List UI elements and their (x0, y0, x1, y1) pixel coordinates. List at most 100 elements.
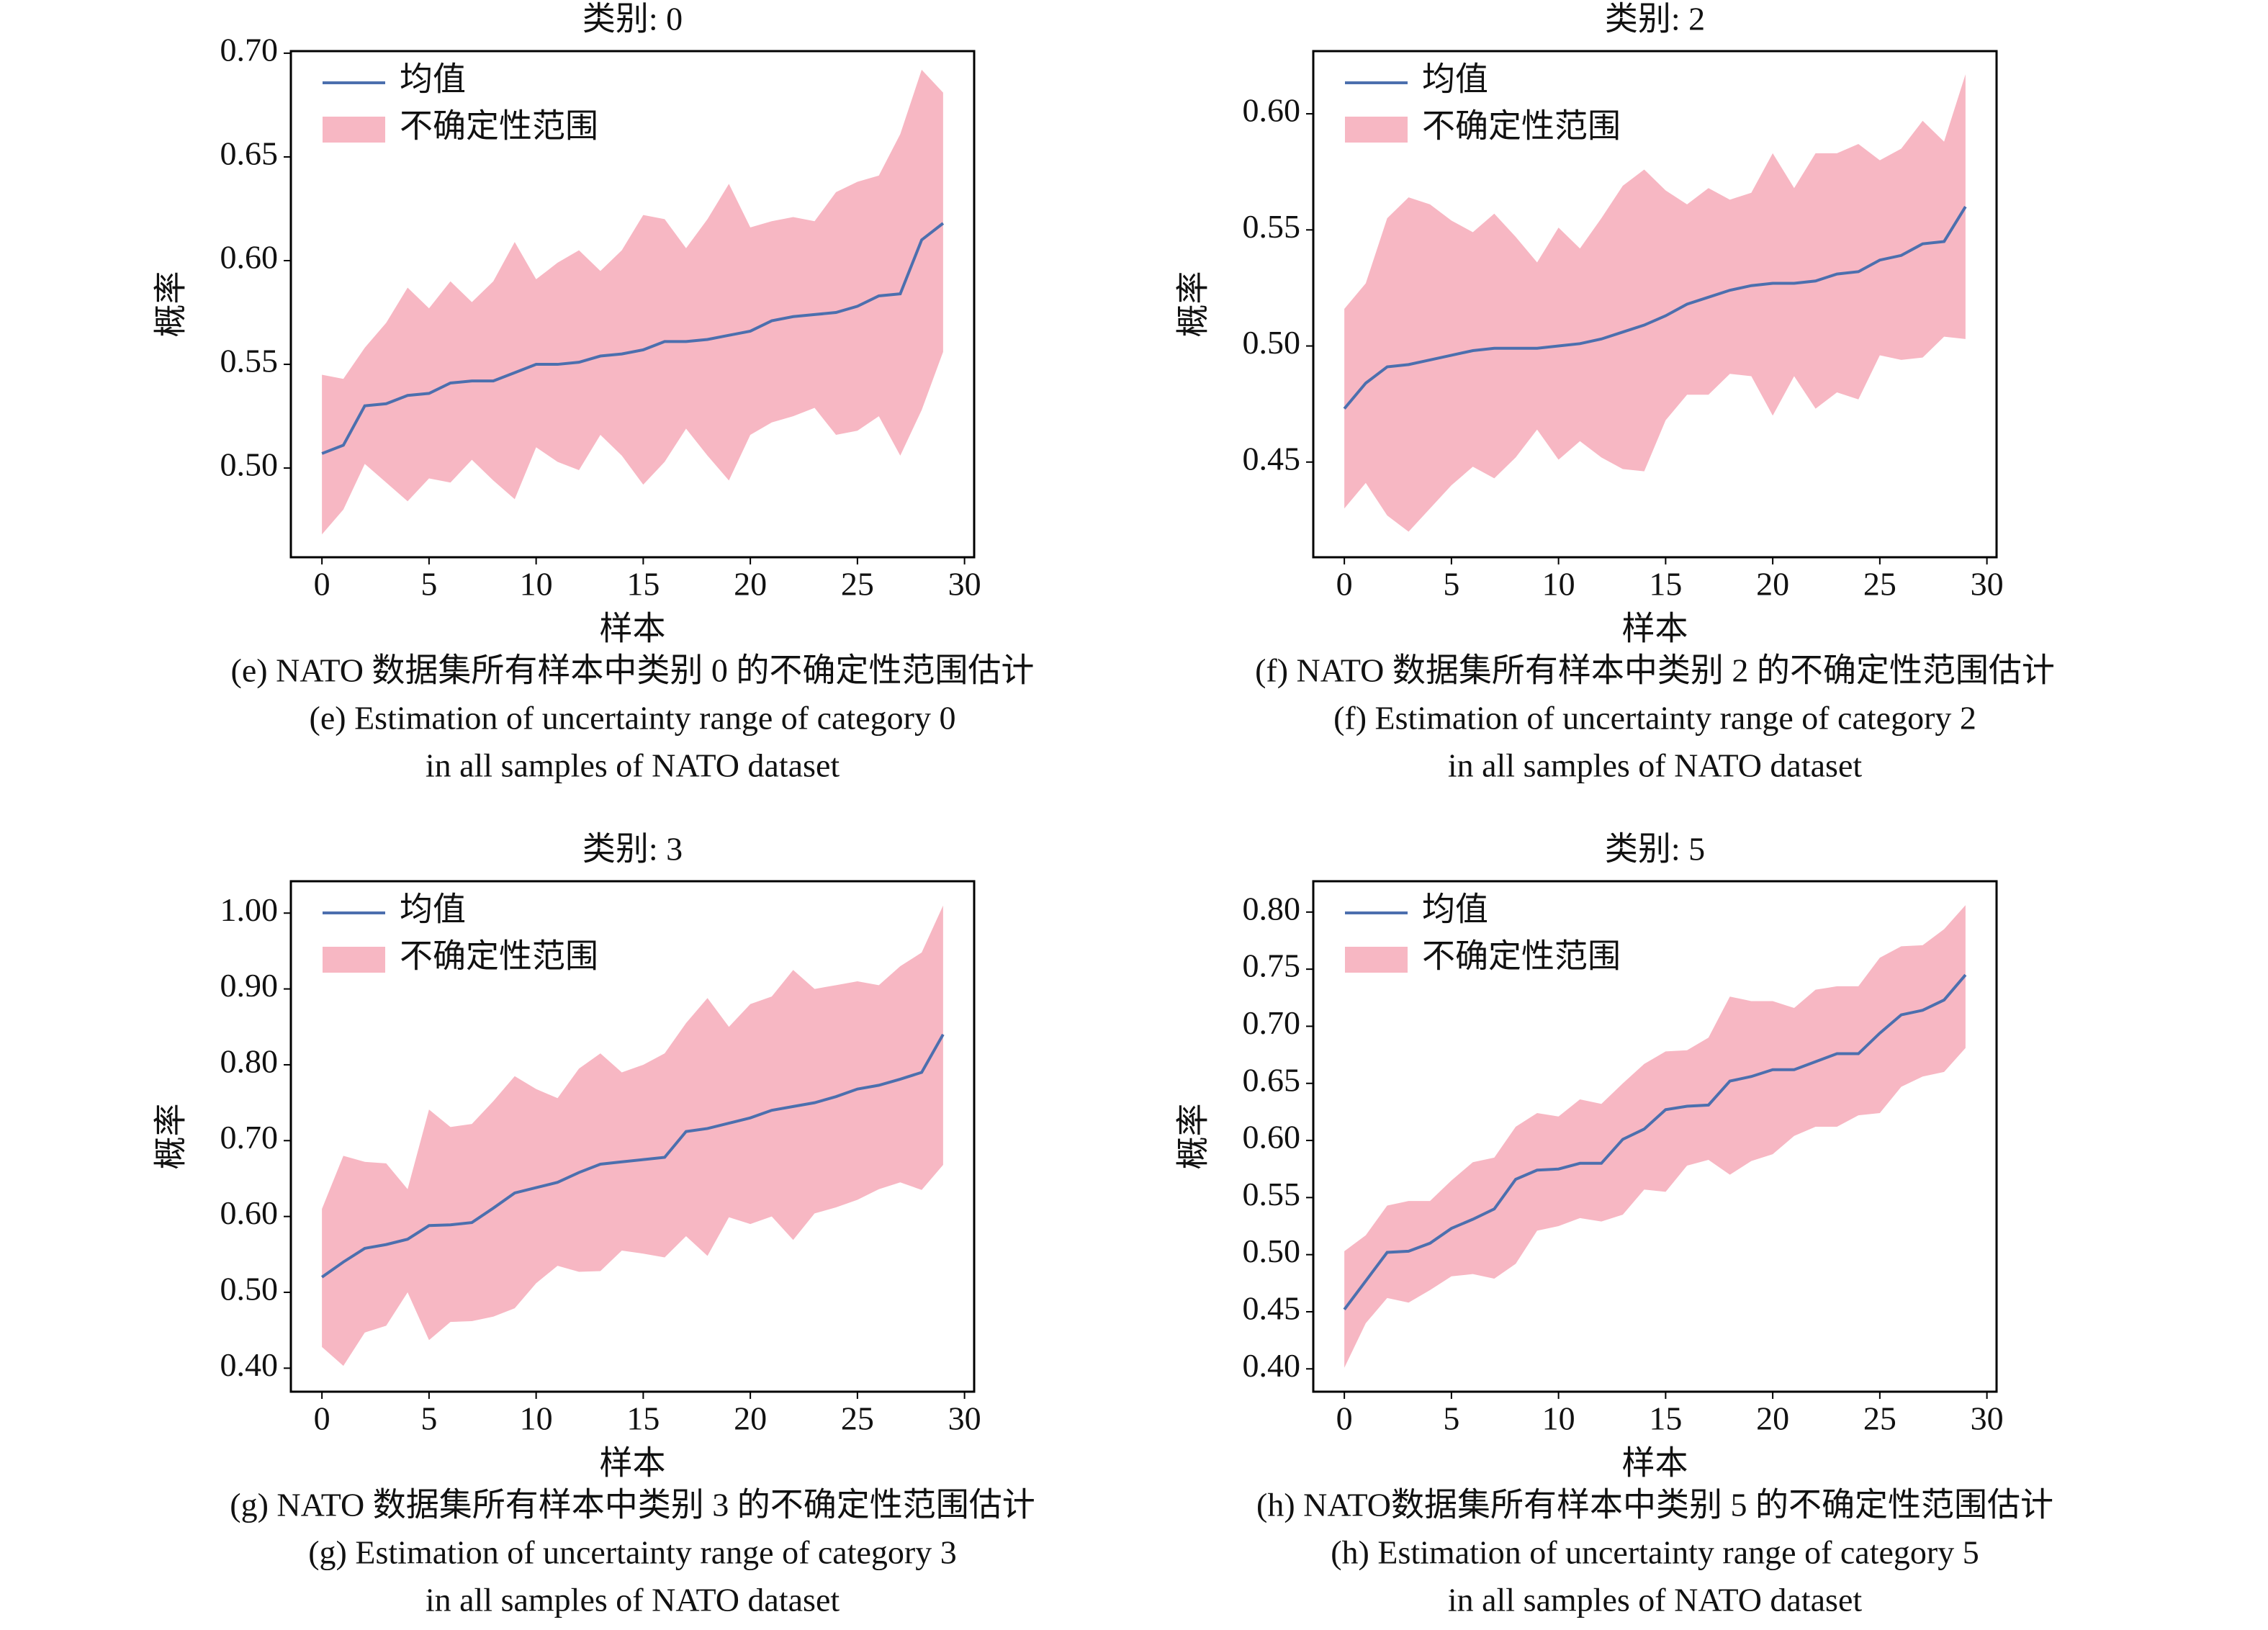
legend-label: 均值 (400, 61, 466, 98)
caption: (g) Estimation of uncertainty range of c… (308, 1534, 957, 1571)
x-tick-label: 30 (948, 1400, 981, 1437)
legend-patch (1345, 947, 1408, 973)
caption: in all samples of NATO dataset (1448, 1582, 1863, 1618)
legend-label: 均值 (1422, 891, 1488, 928)
legend-label: 不确定性范围 (400, 108, 598, 145)
x-tick-label: 0 (1336, 1400, 1353, 1437)
y-tick-label: 0.70 (220, 31, 279, 68)
legend-label: 均值 (400, 891, 466, 928)
x-tick-label: 15 (626, 566, 660, 603)
caption: (h) NATO数据集所有样本中类别 5 的不确定性范围估计 (1256, 1487, 2053, 1523)
x-tick-label: 5 (1443, 1400, 1459, 1437)
x-axis-label: 样本 (1622, 1445, 1688, 1482)
x-tick-label: 30 (948, 566, 981, 603)
y-axis-label: 概率 (1175, 271, 1212, 338)
y-tick-label: 0.50 (220, 1271, 279, 1307)
x-tick-label: 20 (734, 1400, 767, 1437)
mean-line (1343, 973, 1967, 1311)
y-tick-label: 0.40 (220, 1346, 279, 1383)
x-tick-label: 10 (520, 566, 553, 603)
caption: in all samples of NATO dataset (426, 747, 840, 784)
x-tick-label: 0 (1336, 566, 1353, 603)
axes-frame (1312, 880, 1998, 1393)
chart-title: 类别: 5 (1605, 831, 1705, 868)
x-tick-label: 30 (1971, 1400, 2004, 1437)
legend-patch (323, 947, 385, 973)
x-tick-label: 10 (520, 1400, 553, 1437)
x-tick-label: 15 (626, 1400, 660, 1437)
y-tick-label: 0.50 (220, 446, 279, 483)
y-tick-label: 0.80 (220, 1043, 279, 1080)
caption: (e) Estimation of uncertainty range of c… (310, 700, 956, 737)
x-tick-label: 30 (1971, 566, 2004, 603)
uncertainty-band (322, 69, 943, 535)
y-tick-label: 0.45 (1243, 440, 1301, 477)
mean-line (1343, 206, 1967, 410)
y-tick-label: 0.50 (1243, 1233, 1301, 1269)
x-axis-label: 样本 (1622, 611, 1688, 647)
x-tick-label: 0 (314, 566, 330, 603)
y-tick-label: 0.75 (1243, 947, 1301, 984)
axes-frame (1312, 50, 1998, 559)
caption: (e) NATO 数据集所有样本中类别 0 的不确定性范围估计 (231, 652, 1035, 689)
x-tick-label: 15 (1649, 1400, 1682, 1437)
x-tick-label: 5 (420, 566, 437, 603)
axes-frame (289, 50, 976, 559)
caption: (f) Estimation of uncertainty range of c… (1333, 700, 1976, 737)
y-tick-label: 0.55 (220, 343, 279, 379)
y-tick-label: 0.70 (1243, 1004, 1301, 1041)
x-tick-label: 15 (1649, 566, 1682, 603)
y-tick-label: 0.45 (1243, 1290, 1301, 1327)
uncertainty-band (322, 905, 943, 1366)
legend-label: 均值 (1422, 61, 1488, 98)
chart-title: 类别: 2 (1605, 1, 1705, 37)
uncertainty-band (1344, 905, 1966, 1368)
chart-title: 类别: 0 (582, 1, 683, 37)
x-tick-label: 5 (1443, 566, 1459, 603)
y-axis-label: 概率 (153, 1104, 189, 1170)
y-tick-label: 0.65 (220, 135, 279, 172)
mean-line (320, 1033, 945, 1279)
y-tick-label: 0.60 (1243, 1119, 1301, 1156)
x-tick-label: 10 (1542, 566, 1575, 603)
legend-patch (323, 117, 385, 143)
y-tick-label: 0.60 (220, 1194, 279, 1231)
chart-title: 类别: 3 (582, 831, 683, 868)
x-tick-label: 5 (420, 1400, 437, 1437)
x-tick-label: 10 (1542, 1400, 1575, 1437)
y-tick-label: 0.70 (220, 1119, 279, 1156)
legend-label: 不确定性范围 (400, 938, 598, 975)
y-axis-label: 概率 (1175, 1104, 1212, 1170)
uncertainty-band (1344, 74, 1966, 532)
caption: in all samples of NATO dataset (426, 1582, 840, 1618)
y-tick-label: 1.00 (220, 891, 279, 928)
caption: (f) NATO 数据集所有样本中类别 2 的不确定性范围估计 (1255, 652, 2055, 689)
x-tick-label: 20 (1756, 1400, 1789, 1437)
caption: (h) Estimation of uncertainty range of c… (1331, 1534, 1979, 1571)
x-tick-label: 20 (1756, 566, 1789, 603)
y-tick-label: 0.65 (1243, 1061, 1301, 1098)
caption: in all samples of NATO dataset (1448, 747, 1863, 784)
x-tick-label: 20 (734, 566, 767, 603)
axes-frame (289, 880, 976, 1393)
x-axis-label: 样本 (600, 611, 666, 647)
x-tick-label: 25 (1863, 1400, 1896, 1437)
y-tick-label: 0.90 (220, 967, 279, 1004)
y-tick-label: 0.60 (220, 239, 279, 276)
legend-label: 不确定性范围 (1422, 938, 1621, 975)
x-tick-label: 25 (841, 1400, 874, 1437)
caption: (g) NATO 数据集所有样本中类别 3 的不确定性范围估计 (230, 1487, 1035, 1523)
y-tick-label: 0.40 (1243, 1347, 1301, 1384)
legend-label: 不确定性范围 (1422, 108, 1621, 145)
y-axis-label: 概率 (153, 271, 189, 338)
x-tick-label: 0 (314, 1400, 330, 1437)
x-tick-label: 25 (841, 566, 874, 603)
y-tick-label: 0.55 (1243, 1176, 1301, 1212)
mean-line (321, 222, 945, 455)
y-tick-label: 0.50 (1243, 324, 1301, 361)
x-axis-label: 样本 (600, 1445, 666, 1482)
y-tick-label: 0.55 (1243, 208, 1301, 245)
y-tick-label: 0.80 (1243, 890, 1301, 927)
legend-patch (1345, 117, 1408, 143)
x-tick-label: 25 (1863, 566, 1896, 603)
